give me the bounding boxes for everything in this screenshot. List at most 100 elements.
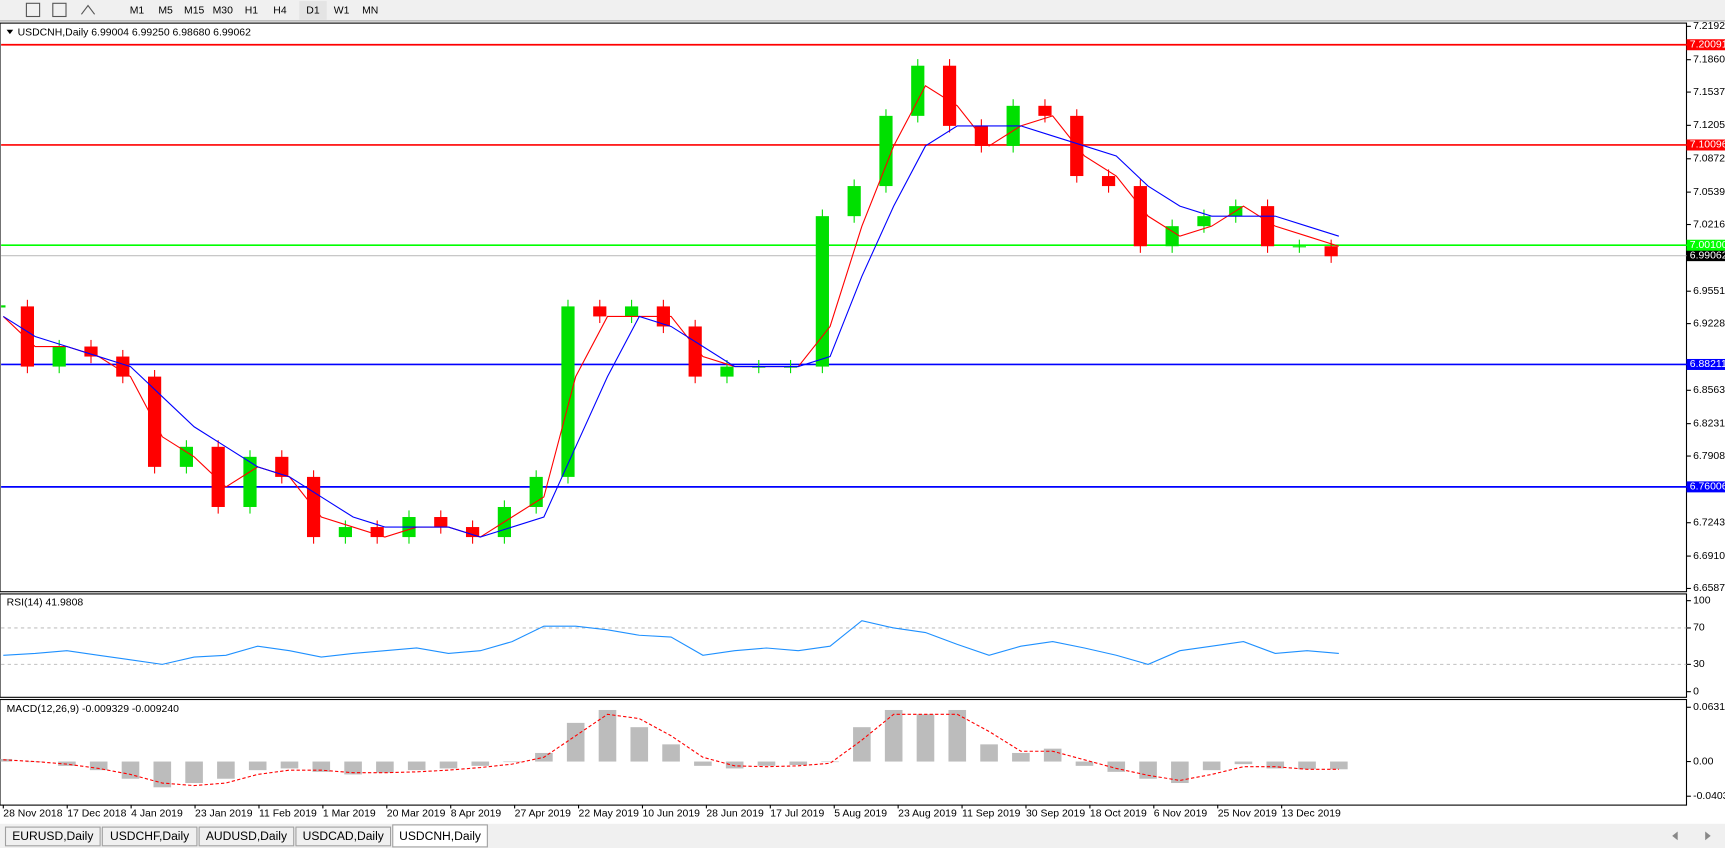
timeframe-label[interactable]: D1	[306, 6, 320, 17]
x-tick-label: 23 Jan 2019	[195, 809, 253, 820]
tab[interactable]	[101, 826, 198, 847]
macd-bar	[1298, 761, 1316, 770]
timeframe-label[interactable]: M5	[158, 6, 173, 17]
timeframe-label[interactable]: H4	[273, 6, 287, 17]
level-label: 7.00100	[1690, 240, 1725, 251]
level-box	[1686, 239, 1725, 251]
candle	[593, 306, 607, 317]
active-tab[interactable]	[392, 824, 488, 848]
candle	[624, 306, 639, 317]
x-tick-label: 5 Aug 2019	[834, 809, 887, 820]
macd-bar	[1107, 761, 1126, 772]
candle	[370, 527, 384, 538]
candle	[275, 456, 289, 477]
macd-tick-label: -0.040355	[1693, 791, 1725, 802]
candle	[911, 65, 925, 116]
x-tick-label: 25 Nov 2019	[1218, 809, 1277, 820]
tab[interactable]	[4, 826, 101, 847]
x-tick-label: 30 Sep 2019	[1026, 809, 1085, 820]
tab-label[interactable]: EURUSD,Daily	[12, 829, 94, 843]
x-tick-label: 8 Apr 2019	[451, 809, 502, 820]
candle	[815, 216, 829, 367]
macd-tick-label: 0.00	[1693, 756, 1714, 767]
label-tool-icon[interactable]	[52, 2, 67, 18]
timeframe-label[interactable]: M1	[130, 6, 145, 17]
y-tick-label: 6.95515	[1693, 286, 1725, 297]
candle	[847, 186, 861, 217]
y-tick-label: 7.08720	[1693, 154, 1725, 165]
timeframe-label[interactable]: H1	[245, 6, 259, 17]
x-tick-label: 17 Jul 2019	[770, 809, 824, 820]
macd-bar	[566, 722, 585, 762]
toolbar	[0, 0, 1725, 21]
collapse-arrow[interactable]	[6, 29, 14, 35]
candle	[1133, 186, 1147, 247]
macd-bar	[916, 714, 935, 762]
x-tick-label: 10 Jun 2019	[642, 809, 700, 820]
tab-label[interactable]: AUDUSD,Daily	[206, 829, 288, 843]
macd-bar	[503, 761, 521, 763]
macd-bar	[630, 727, 649, 762]
tab[interactable]	[198, 826, 295, 847]
macd-bar	[1171, 761, 1189, 784]
tab-label[interactable]: USDCAD,Daily	[303, 829, 385, 843]
level-box	[1686, 358, 1725, 370]
rsi-label: RSI(14) 41.9808	[7, 597, 84, 608]
timeframe-button[interactable]	[299, 1, 327, 20]
macd-bar	[662, 744, 680, 762]
level-box	[1686, 139, 1725, 151]
timeframe-label[interactable]: MN	[362, 6, 378, 17]
timeframe-label[interactable]: M30	[213, 6, 234, 17]
candle	[1101, 176, 1116, 187]
candle	[116, 356, 130, 377]
timeframe-label[interactable]: M15	[184, 6, 205, 17]
tab-label[interactable]: USDCNH,Daily	[399, 829, 482, 843]
x-tick-label: 22 May 2019	[579, 809, 640, 820]
candle	[211, 446, 225, 507]
macd-bar	[725, 761, 744, 769]
macd-bar	[439, 761, 458, 769]
macd-bar	[853, 727, 871, 762]
x-tick-label: 17 Dec 2018	[67, 809, 126, 820]
macd-bar	[26, 761, 44, 763]
timeframe-label[interactable]: W1	[334, 6, 350, 17]
candle	[52, 346, 66, 367]
x-tick-label: 28 Nov 2018	[3, 809, 62, 820]
macd-bar	[376, 761, 394, 773]
macd-bar	[789, 761, 808, 765]
candle	[1324, 246, 1338, 257]
tab-label[interactable]: USDCHF,Daily	[110, 829, 190, 843]
candle	[84, 346, 98, 357]
y-tick-label: 6.92285	[1693, 318, 1725, 329]
macd-bar	[1266, 761, 1285, 769]
y-tick-label: 6.65875	[1693, 583, 1725, 594]
x-tick-label: 23 Aug 2019	[898, 809, 957, 820]
candle	[1260, 206, 1275, 247]
tab[interactable]	[295, 826, 392, 847]
level-label: 6.76006	[1690, 482, 1725, 493]
candle	[179, 446, 193, 467]
x-tick-label: 27 Apr 2019	[515, 809, 571, 820]
macd-bar	[948, 709, 967, 762]
rsi-panel	[0, 593, 1688, 698]
current-price-box	[1686, 250, 1725, 262]
chart-header: USDCNH,Daily 6.99004 6.99250 6.98680 6.9…	[18, 28, 251, 39]
y-tick-label: 7.05395	[1693, 187, 1725, 198]
x-tick-label: 1 Mar 2019	[323, 809, 376, 820]
macd-bar	[89, 761, 108, 771]
x-tick-label: 6 Nov 2019	[1154, 809, 1208, 820]
x-tick-label: 11 Sep 2019	[962, 809, 1021, 820]
candle	[1292, 246, 1306, 248]
y-tick-label: 7.02165	[1693, 219, 1725, 230]
x-tick-label: 18 Oct 2019	[1090, 809, 1147, 820]
rsi-tick-label: 100	[1693, 595, 1711, 606]
x-tick-label: 13 Dec 2019	[1282, 809, 1341, 820]
macd-bar	[1075, 761, 1094, 766]
arrows-tool-icon[interactable]	[80, 4, 96, 15]
x-tick-label: 4 Jan 2019	[131, 809, 183, 820]
macd-bar	[980, 744, 998, 762]
y-tick-label: 7.21925	[1693, 21, 1725, 32]
candle	[561, 306, 575, 477]
text-tool-icon[interactable]	[25, 2, 41, 18]
candle	[1165, 226, 1179, 247]
